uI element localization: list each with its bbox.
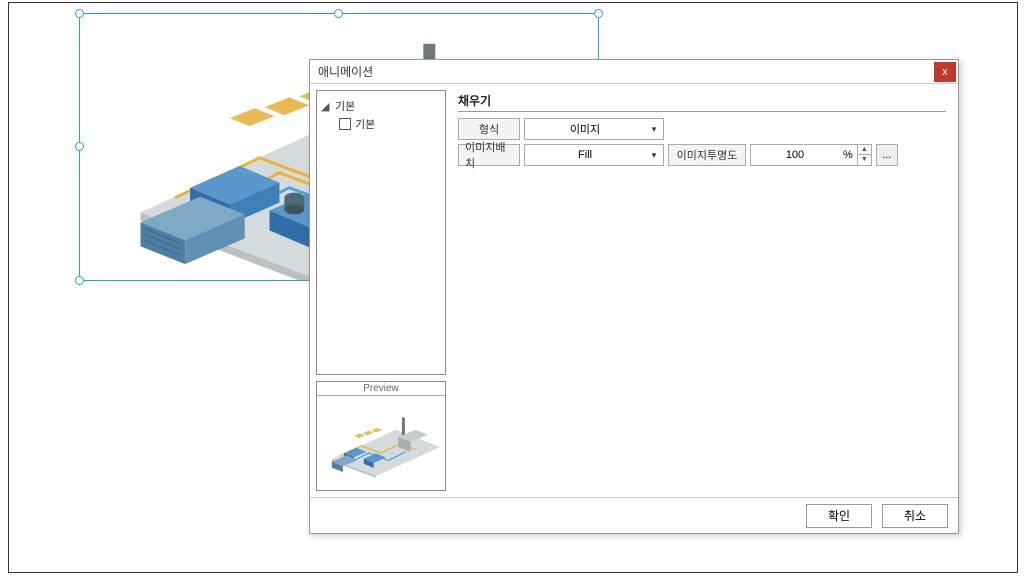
resize-handle-tr[interactable] [594,9,603,18]
preview-panel: Preview [316,381,446,491]
animation-tree[interactable]: ◢ 기본 기본 [316,90,446,375]
tree-child-checkbox[interactable] [339,118,351,130]
tree-child-label: 기본 [355,116,375,132]
tree-root[interactable]: ◢ 기본 [321,97,441,115]
browse-button[interactable]: ... [876,144,898,166]
cancel-button-label: 취소 [904,507,926,524]
spinner-down-icon[interactable]: ▼ [858,155,871,165]
chevron-down-icon: ▾ [645,150,663,161]
close-button[interactable]: x [934,62,956,82]
label-type: 형식 [458,118,520,140]
animation-dialog: 애니메이션 x ◢ 기본 기본 Preview [309,59,959,534]
opacity-input[interactable]: 100 % ▲ ▼ [750,144,872,166]
row-placement: 이미지배치 Fill ▾ 이미지투명도 100 % ▲ ▼ [458,144,946,166]
close-icon: x [942,66,948,78]
resize-handle-tm[interactable] [334,9,343,18]
resize-handle-ml[interactable] [75,142,84,151]
tree-child[interactable]: 기본 [321,115,441,133]
combo-type[interactable]: 이미지 ▾ [524,118,664,140]
cancel-button[interactable]: 취소 [882,504,948,528]
spinner-up-icon[interactable]: ▲ [858,145,871,155]
label-opacity: 이미지투명도 [668,144,746,166]
tree-root-label: 기본 [335,98,355,114]
preview-thumbnail [317,396,445,490]
label-placement: 이미지배치 [458,144,520,166]
dialog-titlebar[interactable]: 애니메이션 x [310,60,958,84]
dialog-footer: 확인 취소 [310,497,958,533]
opacity-unit: % [839,149,857,161]
preview-header: Preview [317,382,445,396]
dialog-title: 애니메이션 [318,63,934,80]
design-canvas: 애니메이션 x ◢ 기본 기본 Preview [8,2,1018,573]
section-title: 채우기 [458,92,946,112]
ok-button-label: 확인 [828,507,850,524]
opacity-value: 100 [751,149,839,161]
opacity-spinner[interactable]: ▲ ▼ [857,145,871,165]
row-type: 형식 이미지 ▾ [458,118,946,140]
ok-button[interactable]: 확인 [806,504,872,528]
combo-placement-value: Fill [525,149,645,161]
resize-handle-bl[interactable] [75,276,84,285]
ellipsis-icon: ... [882,149,891,161]
combo-type-value: 이미지 [525,121,645,137]
resize-handle-tl[interactable] [75,9,84,18]
collapse-icon[interactable]: ◢ [321,100,331,113]
combo-placement[interactable]: Fill ▾ [524,144,664,166]
chevron-down-icon: ▾ [645,124,663,135]
